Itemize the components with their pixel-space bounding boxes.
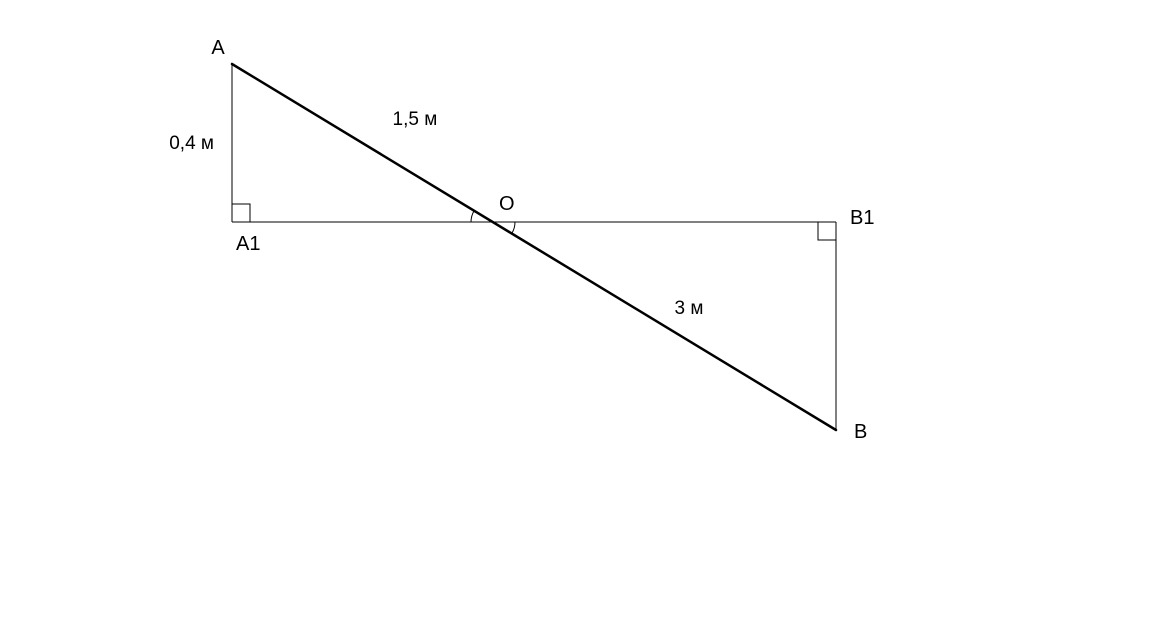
- angle-arc-right: [512, 222, 515, 233]
- label-o: O: [499, 193, 515, 215]
- label-a1: A1: [236, 233, 260, 255]
- segment-a-b: [232, 64, 836, 430]
- right-angle-a1: [232, 204, 250, 222]
- right-angle-b1: [818, 222, 836, 240]
- label-a: A: [211, 37, 225, 59]
- label-ao: 1,5 м: [393, 109, 438, 130]
- label-b: B: [854, 421, 867, 443]
- label-b1: B1: [850, 207, 874, 229]
- label-aa1: 0,4 м: [169, 133, 214, 154]
- label-ob: 3 м: [675, 298, 704, 319]
- angle-arc-left: [471, 211, 474, 222]
